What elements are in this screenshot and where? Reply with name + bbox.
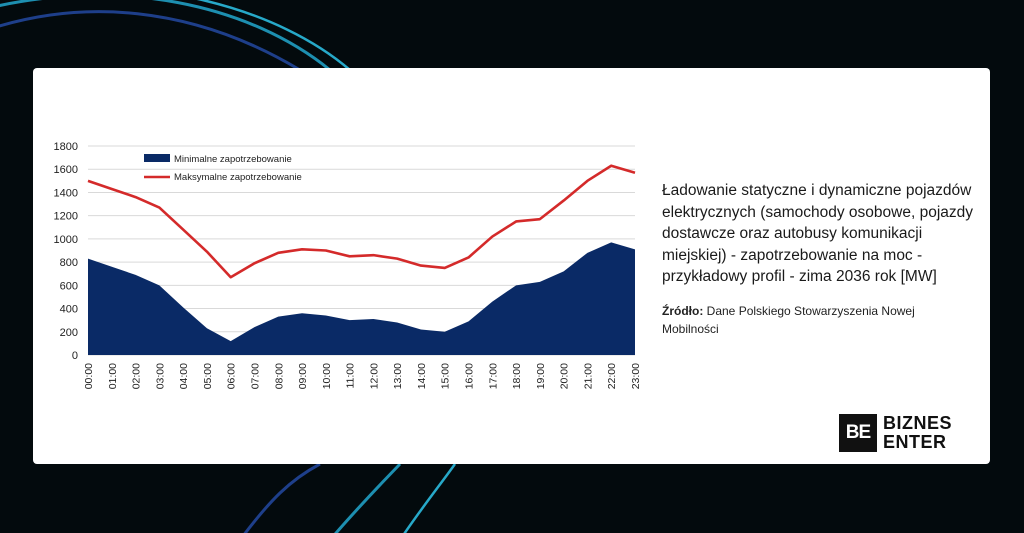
x-tick-label: 21:00 bbox=[582, 363, 594, 389]
legend-label-maksymalne: Maksymalne zapotrzebowanie bbox=[174, 172, 302, 183]
series-area-minimalne bbox=[88, 242, 635, 355]
source-label: Źródło: bbox=[662, 303, 704, 318]
x-tick-label: 09:00 bbox=[297, 363, 309, 389]
chart-legend: Minimalne zapotrzebowanie Maksymalne zap… bbox=[144, 154, 302, 183]
x-tick-label: 12:00 bbox=[368, 363, 380, 389]
content-card: 0 200 400 600 800 1000 1200 1400 1600 1800 00:00 0… bbox=[33, 68, 990, 464]
x-tick-label: 01:00 bbox=[107, 363, 119, 389]
arc-top-blue bbox=[0, 10, 301, 72]
series-line-maksymalne bbox=[87, 164, 636, 279]
y-tick-label: 1800 bbox=[54, 141, 78, 153]
x-tick-label: 15:00 bbox=[440, 363, 452, 389]
x-tick-label: 03:00 bbox=[154, 363, 166, 389]
source-note: Źródło: Dane Polskiego Stowarzyszenia No… bbox=[662, 302, 974, 338]
arc-top-cyan-1 bbox=[0, 0, 331, 72]
logo-line-2: ENTER bbox=[883, 432, 947, 452]
x-tick-label: 10:00 bbox=[321, 363, 333, 389]
x-tick-label: 18:00 bbox=[511, 363, 523, 389]
x-tick-label: 14:00 bbox=[416, 363, 428, 389]
x-axis-ticks: 00:00 01:00 02:00 03:00 04:00 05:00 06:00 07:00… bbox=[83, 363, 642, 389]
y-tick-label: 0 bbox=[72, 350, 78, 362]
y-tick-label: 600 bbox=[60, 280, 78, 292]
x-tick-label: 02:00 bbox=[131, 363, 143, 389]
arc-bottom-cyan-1 bbox=[334, 462, 402, 533]
x-tick-label: 07:00 bbox=[249, 363, 261, 389]
x-tick-label: 05:00 bbox=[202, 363, 214, 389]
arc-bottom-blue bbox=[243, 462, 321, 533]
x-tick-label: 00:00 bbox=[83, 363, 95, 389]
x-tick-label: 23:00 bbox=[630, 363, 642, 389]
y-tick-label: 400 bbox=[60, 304, 78, 316]
bizneserter-logo: BE BIZNES ENTER bbox=[839, 412, 952, 454]
y-tick-label: 200 bbox=[60, 327, 78, 339]
y-tick-label: 800 bbox=[60, 257, 78, 269]
chart-description: Ładowanie statyczne i dynamiczne pojazdó… bbox=[662, 182, 974, 285]
x-tick-label: 11:00 bbox=[345, 363, 357, 389]
x-tick-label: 19:00 bbox=[535, 363, 547, 389]
logo-mark-icon: BE bbox=[839, 414, 877, 452]
legend-swatch-minimalne bbox=[144, 154, 170, 162]
x-tick-label: 08:00 bbox=[273, 363, 285, 389]
source-text: Dane Polskiego Stowarzyszenia Nowej Mobi… bbox=[662, 303, 915, 336]
y-axis-ticks: 0 200 400 600 800 1000 1200 1400 1600 1800 bbox=[54, 141, 78, 362]
x-tick-label: 17:00 bbox=[487, 363, 499, 389]
y-tick-label: 1400 bbox=[54, 187, 78, 199]
y-tick-label: 1600 bbox=[54, 164, 78, 176]
description-panel: Ładowanie statyczne i dynamiczne pojazdó… bbox=[662, 180, 974, 338]
x-tick-label: 16:00 bbox=[464, 363, 476, 389]
y-tick-label: 1000 bbox=[54, 234, 78, 246]
x-tick-label: 13:00 bbox=[392, 363, 404, 389]
legend-label-minimalne: Minimalne zapotrzebowanie bbox=[174, 154, 292, 165]
arc-bottom-cyan-2 bbox=[403, 463, 457, 533]
logo-wordmark: BIZNES ENTER bbox=[883, 414, 952, 452]
x-tick-label: 20:00 bbox=[559, 363, 571, 389]
x-tick-label: 06:00 bbox=[226, 363, 238, 389]
logo-line-1: BIZNES bbox=[883, 413, 953, 433]
x-tick-label: 22:00 bbox=[606, 363, 618, 389]
x-tick-label: 04:00 bbox=[178, 363, 190, 389]
arc-top-cyan-2 bbox=[196, 0, 351, 71]
y-tick-label: 1200 bbox=[54, 211, 78, 223]
